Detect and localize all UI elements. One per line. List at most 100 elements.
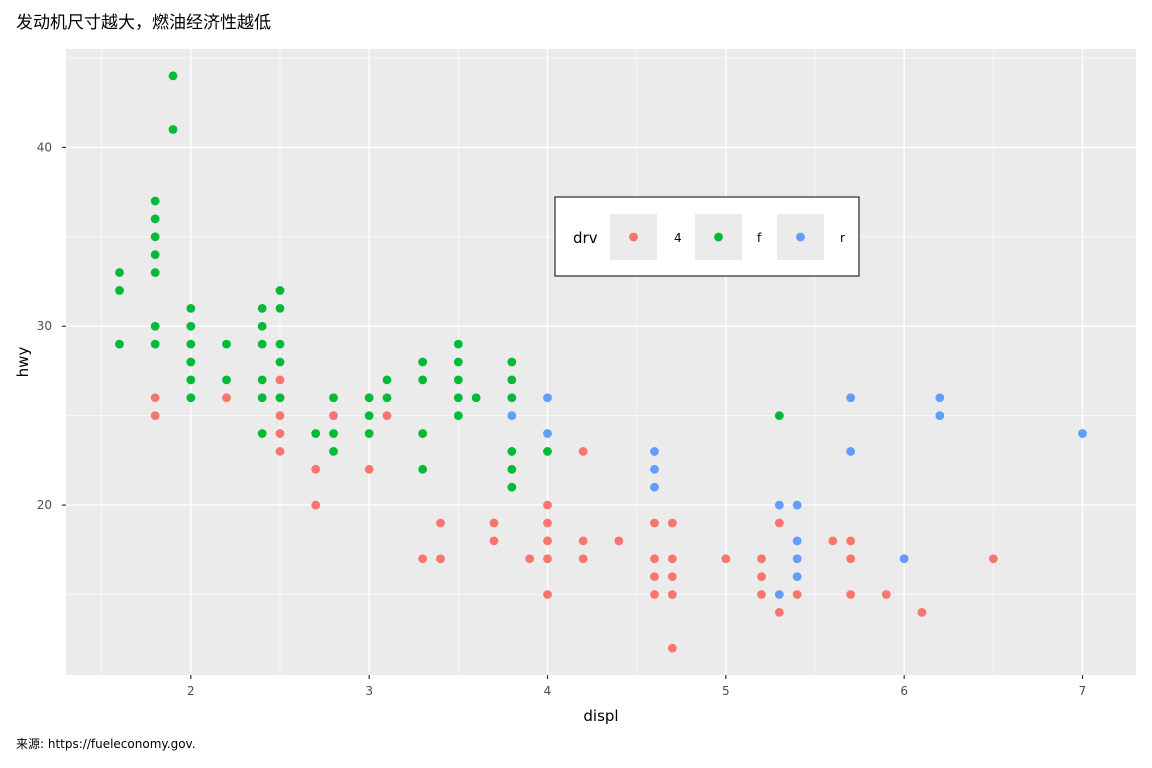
data-point-f xyxy=(383,393,392,402)
data-point-f xyxy=(151,250,160,259)
data-point-f xyxy=(186,393,195,402)
legend-key-4 xyxy=(629,233,638,242)
data-point-4 xyxy=(846,590,855,599)
x-tick-label: 5 xyxy=(722,684,730,698)
data-point-4 xyxy=(365,465,374,474)
data-point-f xyxy=(454,358,463,367)
data-point-4 xyxy=(436,519,445,528)
data-point-f xyxy=(543,447,552,456)
y-tick-label: 20 xyxy=(37,498,52,512)
data-point-f xyxy=(186,375,195,384)
data-point-4 xyxy=(579,447,588,456)
data-point-4 xyxy=(276,411,285,420)
legend-title: drv xyxy=(573,229,598,247)
data-point-4 xyxy=(775,519,784,528)
data-point-f xyxy=(258,304,267,313)
data-point-r xyxy=(846,447,855,456)
data-point-4 xyxy=(757,590,766,599)
data-point-f xyxy=(454,375,463,384)
chart-title: 发动机尺寸越大，燃油经济性越低 xyxy=(16,13,271,33)
data-point-f xyxy=(222,375,231,384)
data-point-f xyxy=(418,465,427,474)
data-point-4 xyxy=(543,536,552,545)
data-point-f xyxy=(365,411,374,420)
x-tick-label: 3 xyxy=(365,684,373,698)
data-point-f xyxy=(311,429,320,438)
data-point-f xyxy=(507,465,516,474)
y-axis-title: hwy xyxy=(14,347,32,378)
data-point-r xyxy=(775,590,784,599)
data-point-f xyxy=(507,358,516,367)
x-tick-label: 4 xyxy=(544,684,552,698)
data-point-f xyxy=(276,340,285,349)
data-point-f xyxy=(365,393,374,402)
data-point-f xyxy=(507,375,516,384)
data-point-4 xyxy=(846,554,855,563)
data-point-f xyxy=(151,197,160,206)
legend-items: 4 f r xyxy=(610,214,845,260)
data-point-4 xyxy=(543,554,552,563)
data-point-f xyxy=(418,375,427,384)
data-point-f xyxy=(222,340,231,349)
data-point-4 xyxy=(311,465,320,474)
data-point-f xyxy=(383,375,392,384)
x-axis: 2 3 4 5 6 7 xyxy=(187,675,1086,698)
data-point-4 xyxy=(650,572,659,581)
data-point-4 xyxy=(383,411,392,420)
data-point-r xyxy=(793,554,802,563)
data-point-f xyxy=(151,232,160,241)
data-point-f xyxy=(151,268,160,277)
data-point-4 xyxy=(329,411,338,420)
data-point-r xyxy=(935,411,944,420)
data-point-4 xyxy=(721,554,730,563)
data-point-4 xyxy=(668,572,677,581)
data-point-4 xyxy=(579,536,588,545)
data-point-4 xyxy=(490,519,499,528)
data-point-f xyxy=(454,340,463,349)
data-point-f xyxy=(329,447,338,456)
data-point-f xyxy=(115,340,124,349)
data-point-4 xyxy=(151,393,160,402)
data-point-4 xyxy=(222,393,231,402)
data-point-f xyxy=(507,447,516,456)
data-point-f xyxy=(418,358,427,367)
data-point-4 xyxy=(311,501,320,510)
data-point-f xyxy=(507,393,516,402)
data-point-4 xyxy=(650,554,659,563)
data-point-4 xyxy=(650,590,659,599)
data-point-4 xyxy=(543,590,552,599)
data-point-f xyxy=(454,393,463,402)
data-point-f xyxy=(258,375,267,384)
y-tick-label: 40 xyxy=(37,140,52,154)
data-point-4 xyxy=(543,501,552,510)
data-point-r xyxy=(1078,429,1087,438)
data-point-f xyxy=(365,429,374,438)
data-point-f xyxy=(169,125,178,134)
data-point-4 xyxy=(525,554,534,563)
data-point-f xyxy=(276,393,285,402)
chart-caption: 来源: https://fueleconomy.gov. xyxy=(16,737,196,751)
data-point-f xyxy=(775,411,784,420)
x-axis-title: displ xyxy=(583,707,618,725)
data-point-f xyxy=(258,429,267,438)
data-point-4 xyxy=(276,429,285,438)
x-tick-label: 7 xyxy=(1079,684,1087,698)
data-point-r xyxy=(935,393,944,402)
data-point-4 xyxy=(436,554,445,563)
data-point-f xyxy=(186,340,195,349)
data-point-r xyxy=(650,465,659,474)
data-point-f xyxy=(276,286,285,295)
data-point-f xyxy=(258,340,267,349)
data-point-4 xyxy=(846,536,855,545)
y-tick-label: 30 xyxy=(37,319,52,333)
x-tick-label: 6 xyxy=(900,684,908,698)
data-point-4 xyxy=(668,519,677,528)
data-point-r xyxy=(650,483,659,492)
legend: drv 4 f r xyxy=(555,197,859,276)
data-point-f xyxy=(258,322,267,331)
data-point-f xyxy=(418,429,427,438)
data-point-f xyxy=(186,304,195,313)
data-point-4 xyxy=(668,590,677,599)
data-point-f xyxy=(115,286,124,295)
data-point-4 xyxy=(882,590,891,599)
